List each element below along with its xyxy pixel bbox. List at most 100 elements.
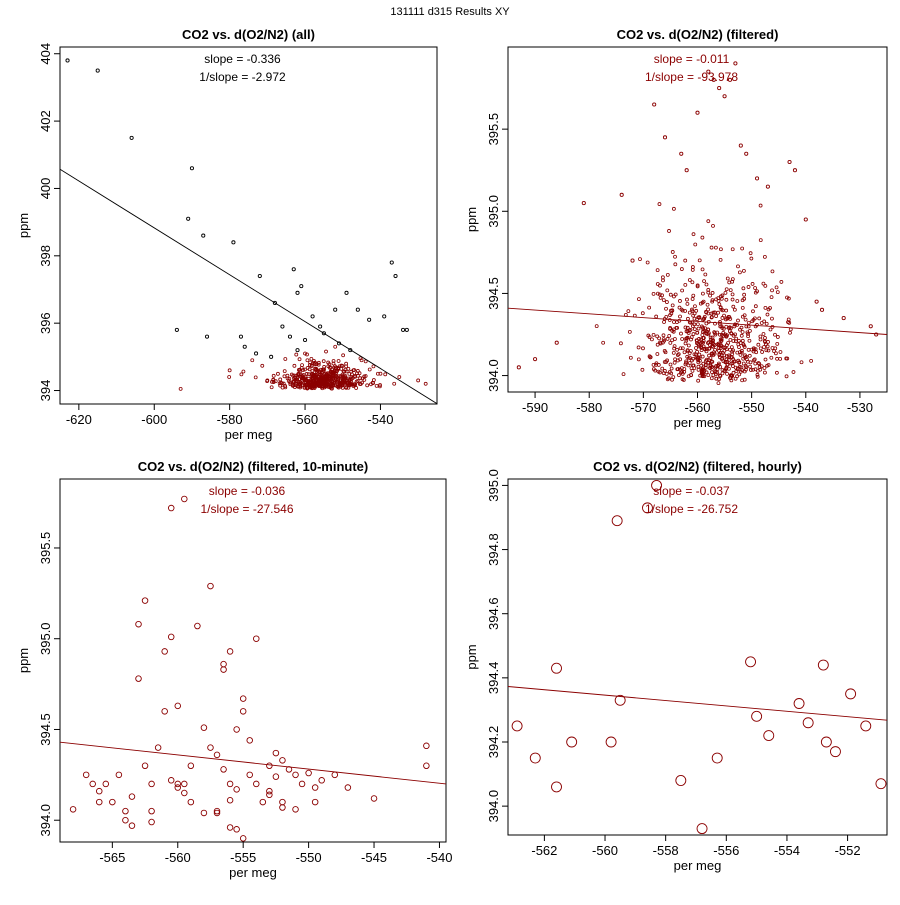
data-point (279, 757, 286, 764)
data-point (759, 321, 764, 325)
data-point (362, 377, 367, 382)
data-point (689, 335, 694, 340)
data-point (334, 375, 339, 380)
data-point (765, 312, 770, 317)
data-point (652, 102, 657, 107)
data-point (96, 798, 103, 806)
data-point (277, 381, 282, 386)
data-point (311, 798, 319, 806)
data-point (719, 337, 724, 341)
x-tick-label: -570 (630, 400, 656, 415)
data-point (161, 648, 168, 655)
data-point (355, 307, 360, 312)
data-point (675, 775, 687, 786)
data-point (664, 306, 668, 311)
data-point (707, 347, 711, 351)
data-point (647, 354, 652, 359)
data-point (181, 495, 188, 503)
y-tick-label: 404 (38, 43, 53, 65)
data-point (697, 258, 702, 263)
data-point (312, 383, 317, 388)
x-axis: -620 -600 -580 -560 -540 (66, 404, 393, 427)
data-point (699, 324, 704, 329)
data-point (743, 363, 748, 368)
data-point (241, 369, 246, 374)
data-point (773, 332, 777, 337)
data-point (207, 582, 214, 590)
data-point (742, 268, 746, 273)
data-layer (508, 479, 887, 835)
data-point (700, 235, 705, 240)
data-point (226, 648, 234, 655)
data-point (709, 245, 714, 250)
data-point (734, 369, 739, 374)
data-point (706, 288, 711, 292)
data-point (755, 374, 760, 379)
data-point (700, 300, 705, 305)
data-point (651, 291, 656, 296)
chart-title: CO2 vs. d(O2/N2) (all) (182, 27, 315, 42)
data-point (701, 335, 706, 340)
data-point (293, 376, 298, 380)
data-point (779, 280, 784, 284)
data-point (253, 635, 260, 642)
data-point (658, 295, 663, 300)
data-point (355, 369, 360, 373)
data-point (322, 365, 327, 369)
data-point (367, 367, 372, 372)
data-point (747, 353, 752, 358)
data-point (739, 333, 744, 338)
y-axis-label: ppm (16, 213, 31, 238)
data-point (765, 184, 770, 189)
data-point (297, 357, 302, 362)
data-point (691, 293, 696, 298)
data-point (748, 251, 753, 256)
data-point (300, 375, 305, 380)
data-point (770, 346, 775, 350)
data-point (710, 359, 715, 364)
data-point (314, 375, 318, 380)
data-point (233, 826, 240, 833)
data-point (656, 291, 660, 296)
data-point (89, 780, 96, 788)
data-point (619, 192, 624, 197)
data-point (271, 379, 276, 384)
regression-line (60, 741, 446, 785)
data-point (670, 250, 675, 254)
data-point (695, 110, 700, 115)
data-point (200, 724, 208, 731)
data-point (667, 229, 671, 233)
data-point (362, 374, 367, 379)
data-point (669, 371, 674, 376)
data-point (686, 363, 691, 368)
data-point (729, 378, 734, 383)
data-point (744, 367, 748, 372)
data-point (389, 260, 394, 265)
data-point (220, 660, 227, 668)
data-point (716, 346, 721, 350)
data-point (349, 372, 354, 377)
data-point (271, 377, 276, 382)
data-point (363, 359, 368, 364)
x-axis: -562 -560 -558 -556 -554 -552 (531, 835, 861, 858)
y-tick-label: 395.0 (486, 195, 501, 228)
data-point (340, 377, 345, 382)
data-point (358, 376, 363, 381)
data-point (340, 385, 345, 390)
data-point (724, 324, 729, 329)
data-point (320, 377, 324, 381)
x-tick-label: -552 (835, 843, 861, 858)
data-point (645, 260, 650, 265)
x-tick-label: -550 (296, 850, 322, 865)
data-point (671, 206, 676, 211)
data-point (637, 297, 641, 302)
x-tick-label: -562 (531, 843, 557, 858)
data-point (189, 166, 194, 171)
data-point (679, 370, 683, 375)
data-point (764, 321, 769, 326)
data-point (787, 159, 792, 165)
data-point (213, 809, 221, 817)
data-point (655, 352, 660, 356)
data-point (642, 502, 653, 514)
data-point (154, 744, 162, 751)
